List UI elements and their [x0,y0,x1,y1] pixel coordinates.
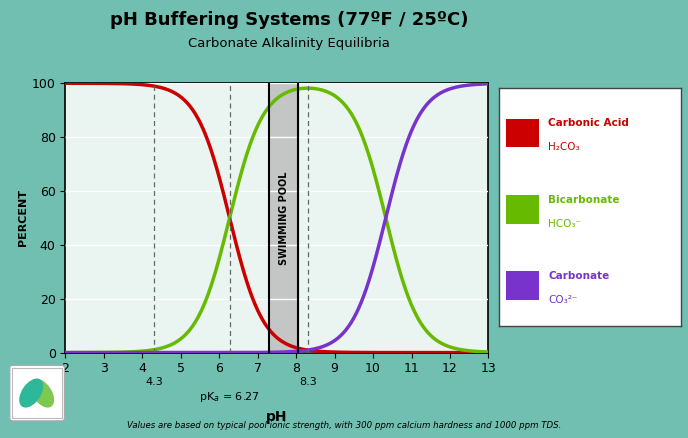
Text: pH: pH [266,410,288,424]
Bar [506,272,539,300]
Bar [269,83,298,353]
Text: SWIMMING POOL: SWIMMING POOL [279,171,289,265]
Text: 4.3: 4.3 [145,377,162,387]
Y-axis label: PERCENT: PERCENT [18,189,28,247]
Text: pK$_a$ = 6.27: pK$_a$ = 6.27 [199,390,260,404]
Text: pH Buffering Systems (77ºF / 25ºC): pH Buffering Systems (77ºF / 25ºC) [109,11,469,29]
Text: H₂CO₃: H₂CO₃ [548,142,580,152]
Text: Carbonic Acid: Carbonic Acid [548,118,629,128]
Ellipse shape [30,378,54,408]
Text: Carbonate: Carbonate [548,271,610,281]
Text: CO₃²⁻: CO₃²⁻ [548,295,577,305]
Text: 8.3: 8.3 [299,377,316,387]
Text: Values are based on typical pool ionic strength, with 300 ppm calcium hardness a: Values are based on typical pool ionic s… [127,421,561,430]
Text: HCO₃⁻: HCO₃⁻ [548,219,581,229]
Bar [506,195,539,224]
Text: Bicarbonate: Bicarbonate [548,195,619,205]
Text: Carbonate Alkalinity Equilibria: Carbonate Alkalinity Equilibria [188,37,390,50]
FancyBboxPatch shape [10,365,65,421]
Bar [506,119,539,147]
Ellipse shape [19,378,43,408]
